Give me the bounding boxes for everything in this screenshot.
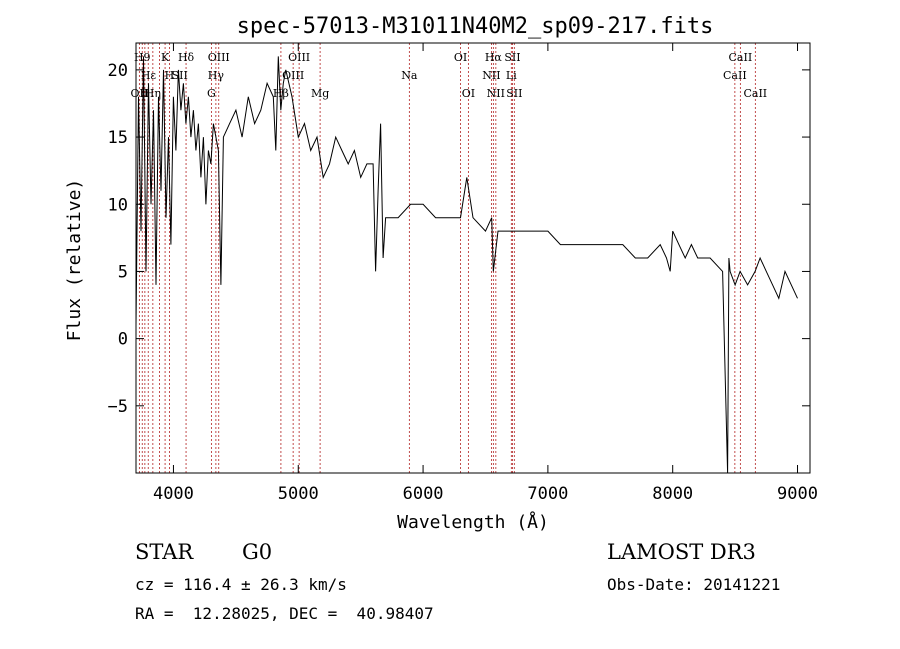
redshift-velocity: cz = 116.4 ± 26.3 km/s xyxy=(135,575,347,594)
line-label-16: OI xyxy=(454,51,467,64)
line-label-26: CaII xyxy=(743,87,767,100)
plot-frame xyxy=(135,42,811,474)
spectrum-line xyxy=(135,56,798,474)
y-tick-label-1: 0 xyxy=(118,330,128,350)
spectrum-plot: spec-57013-M31011N40M2_sp09-217.fits OII… xyxy=(64,14,818,533)
x-tick-label-4: 8000 xyxy=(652,484,693,504)
line-label-19: NII xyxy=(482,69,500,82)
line-label-4: H xyxy=(165,69,175,82)
line-label-15: Na xyxy=(401,69,418,82)
line-label-10: OIII xyxy=(208,51,230,64)
observation-date: Obs-Date: 20141221 xyxy=(607,575,781,594)
y-axis-ticks: −5 0 5 10 15 20 xyxy=(108,61,810,417)
line-label-7: SII xyxy=(172,69,188,82)
x-tick-label-1: 5000 xyxy=(278,484,319,504)
line-label-3: K xyxy=(161,51,170,64)
x-tick-label-5: 9000 xyxy=(777,484,818,504)
y-axis-label: Flux (relative) xyxy=(64,179,85,342)
line-label-14: Mg xyxy=(311,87,329,100)
object-class: STAR xyxy=(135,540,194,564)
y-tick-label-5: 20 xyxy=(108,61,128,81)
y-tick-label-4: 15 xyxy=(108,128,128,148)
line-label-13: OIII xyxy=(288,51,310,64)
x-tick-label-3: 7000 xyxy=(527,484,568,504)
y-tick-label-0: −5 xyxy=(108,397,128,417)
line-label-23: SII xyxy=(506,87,522,100)
line-markers xyxy=(138,43,756,473)
line-label-20: NII xyxy=(487,87,505,100)
x-axis-ticks: 4000 5000 6000 7000 8000 9000 xyxy=(153,43,818,504)
object-subclass: G0 xyxy=(242,540,273,564)
line-label-1: H9 xyxy=(134,51,151,64)
coordinates: RA = 12.28025, DEC = 40.98407 xyxy=(135,604,434,623)
line-label-22: Li xyxy=(506,69,517,82)
line-label-8: Hγ xyxy=(208,69,225,82)
line-label-17: OI xyxy=(462,87,475,100)
line-label-9: G xyxy=(207,87,216,100)
line-label-25: CaII xyxy=(723,69,747,82)
x-tick-label-2: 6000 xyxy=(403,484,444,504)
line-label-11: Hβ xyxy=(273,87,289,100)
chart-title: spec-57013-M31011N40M2_sp09-217.fits xyxy=(237,14,714,39)
line-label-18: Hα xyxy=(485,51,503,64)
line-label-24: CaII xyxy=(729,51,753,64)
x-axis-label: Wavelength (Å) xyxy=(397,511,549,533)
y-tick-label-3: 10 xyxy=(108,195,128,215)
line-label-21: SII xyxy=(504,51,520,64)
y-tick-label-2: 5 xyxy=(118,262,128,282)
line-label-6: Hδ xyxy=(178,51,195,64)
line-label-2: Hε xyxy=(141,69,157,82)
survey-name: LAMOST DR3 xyxy=(607,540,756,564)
x-tick-label-0: 4000 xyxy=(153,484,194,504)
